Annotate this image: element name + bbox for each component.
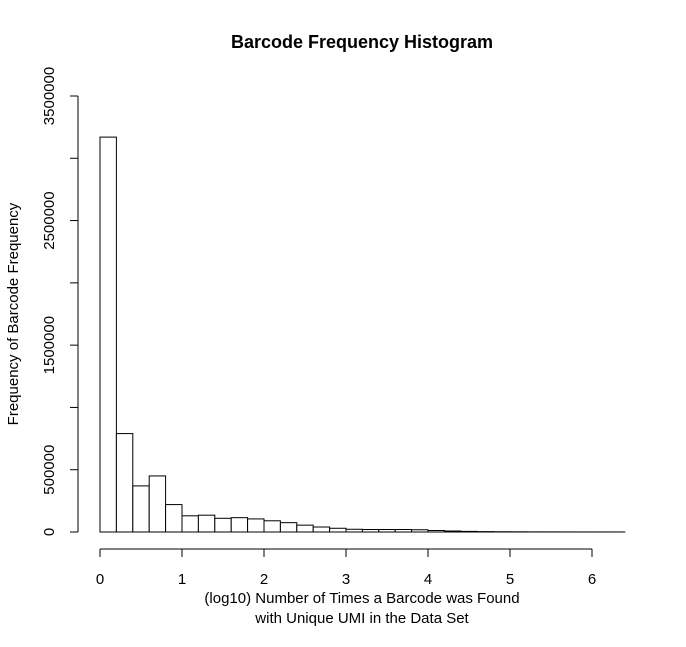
histogram-bar-2 — [132, 485, 150, 533]
histogram-bar-14 — [329, 527, 347, 533]
histogram-bar-20 — [427, 530, 445, 533]
histogram-bar-22 — [460, 530, 478, 533]
histogram-bar-11 — [279, 522, 298, 533]
chart-title: Barcode Frequency Histogram — [231, 32, 493, 52]
y-tick-label-0: 0 — [41, 528, 58, 536]
y-axis: 0 500000 1500000 2500000 3500000 — [41, 67, 79, 536]
histogram-bar-17 — [378, 529, 396, 533]
histogram-bar-16 — [361, 529, 380, 533]
bars-group — [99, 136, 626, 533]
histogram-bar-7 — [214, 517, 232, 533]
y-tick-label-500000: 500000 — [41, 445, 58, 495]
histogram-bar-6 — [197, 514, 216, 533]
x-tick-label-5: 5 — [506, 571, 514, 588]
x-tick-label-0: 0 — [96, 571, 104, 588]
histogram-bar-9 — [247, 518, 265, 533]
x-tick-label-6: 6 — [588, 571, 596, 588]
histogram-bar-5 — [181, 515, 199, 533]
x-tick-label-3: 3 — [342, 571, 350, 588]
histogram-bar-4 — [165, 504, 183, 533]
histogram-bar-15 — [345, 528, 363, 533]
y-tick-label-3500000: 3500000 — [41, 67, 58, 125]
histogram-bar-12 — [296, 524, 314, 533]
x-axis: 0 1 2 3 4 5 6 — [96, 548, 596, 588]
histogram-bar-10 — [263, 520, 281, 533]
histogram-bar-1 — [115, 433, 134, 533]
histogram-bar-19 — [411, 529, 429, 533]
y-tick-label-1500000: 1500000 — [41, 316, 58, 374]
x-tick-label-1: 1 — [178, 571, 186, 588]
histogram-bar-0 — [99, 136, 117, 533]
histogram-bar-18 — [394, 529, 413, 533]
histogram-bar-8 — [230, 517, 249, 533]
x-axis-label-line-1: (log10) Number of Times a Barcode was Fo… — [204, 590, 519, 607]
histogram-bar-21 — [443, 530, 462, 533]
x-axis-label-line-2: with Unique UMI in the Data Set — [254, 610, 469, 627]
histogram-bar-13 — [312, 526, 331, 533]
y-axis-label: Frequency of Barcode Frequency — [5, 202, 22, 425]
x-tick-label-4: 4 — [424, 571, 432, 588]
histogram-bar-3 — [148, 475, 167, 533]
y-tick-label-2500000: 2500000 — [41, 191, 58, 249]
x-tick-label-2: 2 — [260, 571, 268, 588]
